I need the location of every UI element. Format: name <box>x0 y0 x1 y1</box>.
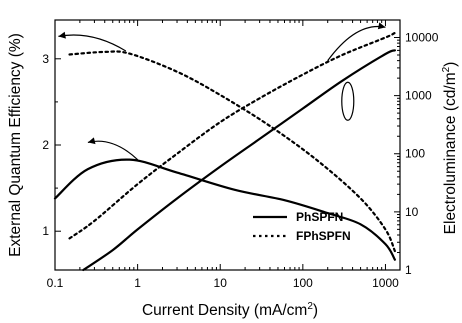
x-tick-label: 1000 <box>372 276 399 290</box>
x-axis-label-sup: 2 <box>307 301 313 312</box>
y-right-tick-label: 1 <box>405 263 412 277</box>
y-left-tick-label: 2 <box>42 138 49 152</box>
y-right-tick-label: 10 <box>405 205 419 219</box>
y-axis-right-label: Electroluminance (cd/m2) <box>441 62 459 235</box>
ticks-layer: 0.1 1 10 100 1000 1 2 3 1 10 100 1000 10000 <box>42 19 439 290</box>
y-right-tick-label: 10000 <box>405 30 439 44</box>
y-axis-right-label-sup: 2 <box>441 66 452 72</box>
curves-layer <box>53 31 396 272</box>
x-tick-label: 1 <box>134 276 141 290</box>
y-left-tick-label: 3 <box>42 52 49 66</box>
x-tick-label: 10 <box>214 276 228 290</box>
annotations-layer <box>58 22 386 161</box>
y-axis-left-label: External Quantum Efficiency (%) <box>7 33 24 257</box>
y-right-tick-label: 100 <box>405 147 425 161</box>
legend-label-phspfn: PhSPFN <box>296 210 343 224</box>
axis-arrowhead-1 <box>87 137 96 145</box>
legend-label-fphspfn: FPhSPFN <box>296 229 351 243</box>
series-phspfn-luminance-line <box>82 49 396 272</box>
axis-arrow-2 <box>327 25 386 61</box>
axis-arrowhead-2 <box>377 22 386 30</box>
x-tick-label: 100 <box>293 276 313 290</box>
y-right-tick-label: 1000 <box>405 89 432 103</box>
x-tick-label: 0.1 <box>47 276 64 290</box>
series-phspfn-efficiency-line <box>53 158 396 261</box>
axis-arrowhead-0 <box>58 31 66 39</box>
series-fphspfn-luminance-line <box>68 31 396 240</box>
axis-arrow-0 <box>58 34 127 52</box>
series-fphspfn-efficiency-line <box>68 50 396 253</box>
legend: PhSPFN FPhSPFN <box>253 210 351 243</box>
x-axis-label: Current Density (mA/cm2) <box>142 301 318 319</box>
curves-ellipse <box>341 81 355 121</box>
y-left-tick-label: 1 <box>42 224 49 238</box>
